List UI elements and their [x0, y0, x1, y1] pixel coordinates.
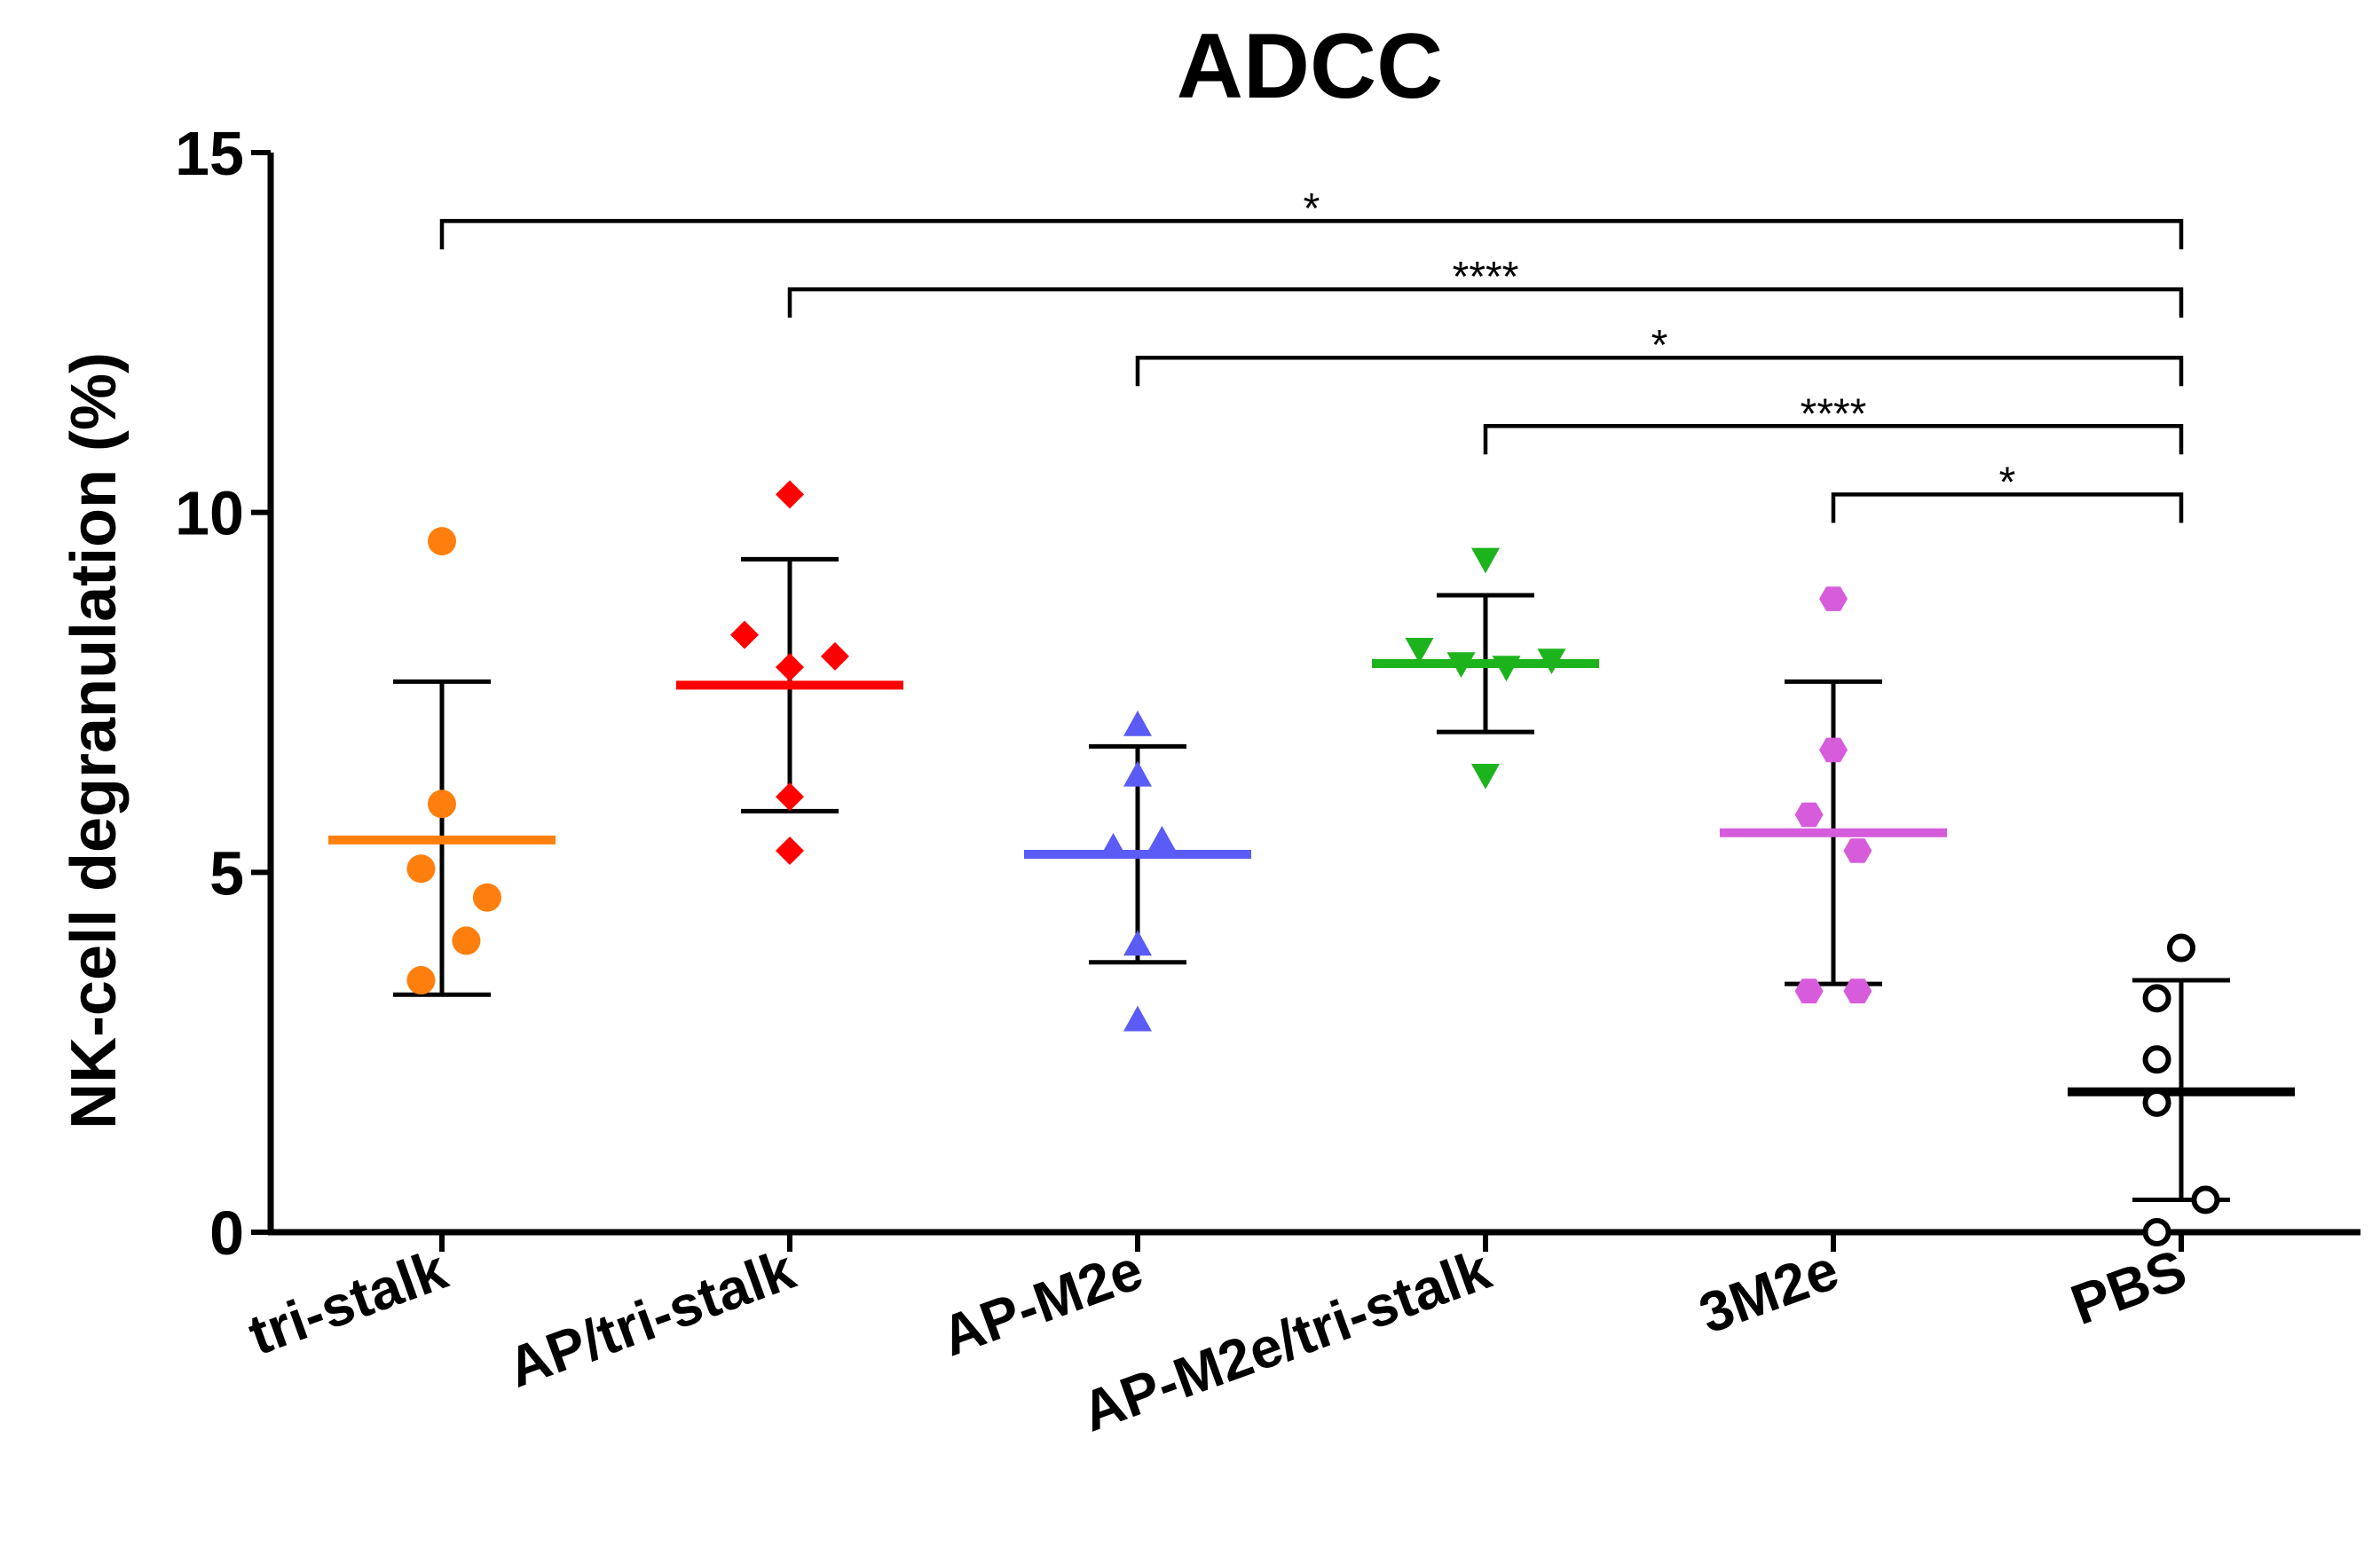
x-category-label-tri-stalk: tri-stalk: [240, 1237, 455, 1367]
y-tick-label: 10: [175, 479, 244, 548]
data-point-tri-stalk: [406, 966, 436, 995]
significance-label-ap-m2e-tri-stalk: ****: [1801, 390, 1867, 437]
data-point-pbs: [2142, 1088, 2171, 1117]
data-point-ap-m2e: [1147, 825, 1177, 852]
y-tick-label: 0: [209, 1198, 244, 1268]
data-point-ap-m2e-tri-stalk: [1537, 648, 1566, 674]
data-point-3m2e: [1819, 586, 1848, 611]
data-point-ap-tri-stalk: [820, 641, 849, 671]
x-category-label-3m2e: 3M2e: [1691, 1237, 1847, 1345]
data-point-ap-m2e-tri-stalk: [1471, 547, 1500, 574]
data-point-ap-m2e: [1099, 832, 1128, 859]
significance-label-ap-tri-stalk: ****: [1453, 254, 1519, 301]
data-point-ap-m2e: [1123, 711, 1152, 736]
significance-label-ap-m2e: *: [1651, 322, 1668, 369]
x-category-label-ap-m2e: AP-M2e: [934, 1237, 1151, 1368]
data-point-ap-m2e-tri-stalk: [1446, 652, 1476, 679]
y-tick-label: 5: [209, 838, 244, 908]
data-point-ap-m2e: [1123, 930, 1152, 956]
significance-bracket-ap-m2e: [1135, 355, 2184, 387]
y-axis-label: NK-cell degranulation (%): [59, 352, 130, 1129]
y-tick-label: 15: [175, 119, 244, 188]
significance-brackets: ***********: [439, 185, 2184, 523]
data-point-3m2e: [1843, 838, 1872, 863]
data-point-ap-tri-stalk: [776, 782, 804, 812]
data-point-3m2e: [1819, 737, 1848, 763]
significance-bracket-tri-stalk: [439, 218, 2184, 250]
data-points: [406, 480, 2220, 1246]
significance-label-3m2e: *: [1999, 459, 2016, 506]
data-point-pbs: [2142, 1045, 2171, 1074]
significance-bracket-3m2e: [1831, 492, 2184, 523]
data-point-tri-stalk: [406, 854, 436, 884]
data-point-pbs: [2142, 1218, 2171, 1246]
data-point-ap-m2e-tri-stalk: [1405, 638, 1434, 664]
data-point-ap-tri-stalk: [776, 653, 804, 682]
data-point-ap-tri-stalk: [776, 480, 804, 509]
data-point-3m2e: [1794, 978, 1824, 1004]
mean-sd-bars: [328, 556, 2295, 1202]
data-point-tri-stalk: [428, 527, 456, 556]
data-point-tri-stalk: [452, 926, 481, 955]
x-category-label-pbs: PBS: [2063, 1237, 2195, 1337]
significance-bracket-ap-tri-stalk: [787, 287, 2184, 318]
data-point-tri-stalk: [472, 883, 501, 912]
data-point-pbs: [2142, 984, 2171, 1013]
x-category-labels: tri-stalk AP/tri-stalk AP-M2eAP-M2e/tri-st…: [240, 1232, 2195, 1444]
data-point-pbs: [2167, 933, 2195, 963]
data-point-ap-m2e-tri-stalk: [1471, 764, 1500, 790]
axes: [267, 153, 2360, 1236]
significance-label-tri-stalk: *: [1304, 185, 1320, 232]
data-point-pbs: [2191, 1185, 2220, 1214]
data-point-ap-m2e: [1123, 1005, 1152, 1032]
data-point-tri-stalk: [428, 790, 456, 819]
data-point-ap-tri-stalk: [730, 620, 760, 649]
data-point-ap-m2e: [1123, 760, 1152, 787]
data-point-3m2e: [1794, 802, 1824, 828]
data-point-ap-m2e-tri-stalk: [1492, 656, 1521, 682]
data-point-3m2e: [1843, 978, 1872, 1004]
data-point-ap-tri-stalk: [776, 836, 804, 865]
significance-bracket-ap-m2e-tri-stalk: [1483, 424, 2184, 455]
y-ticks: 0 5 10 15: [175, 119, 271, 1268]
x-category-label-ap-tri-stalk: AP/tri-stalk: [500, 1237, 804, 1399]
chart-title: ADCC: [1177, 15, 1443, 118]
